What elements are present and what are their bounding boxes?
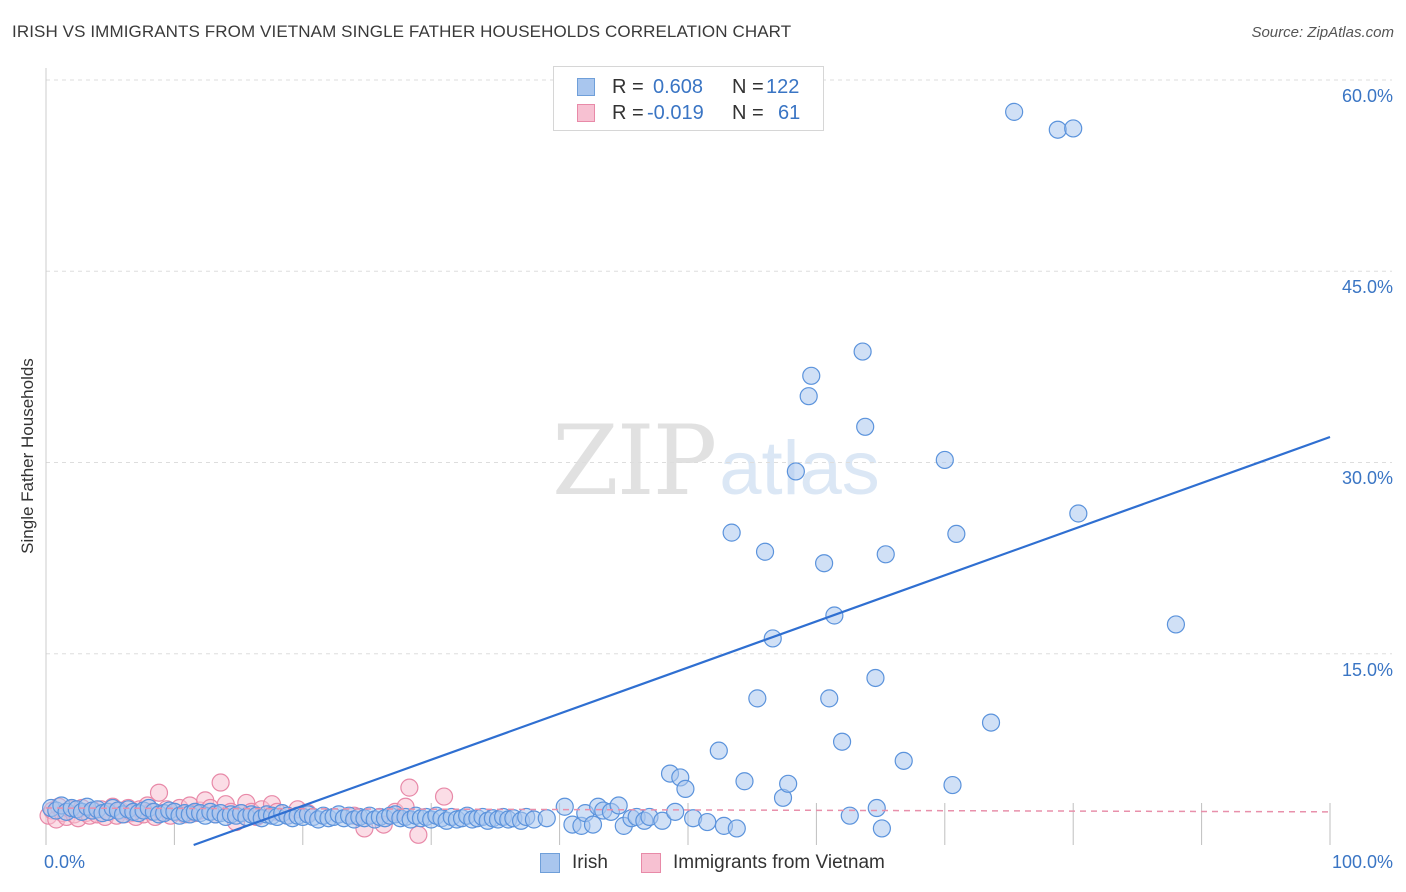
point-irish	[981, 713, 1001, 732]
point-irish	[727, 819, 746, 838]
point-irish	[947, 524, 966, 544]
point-irish	[583, 815, 603, 834]
point-irish	[1166, 615, 1186, 634]
y-tick-label: 45.0%	[1341, 277, 1393, 297]
stats-r-value: 0.608	[653, 76, 704, 98]
point-irish	[537, 809, 556, 828]
stats-r-label: R =	[612, 76, 644, 98]
point-irish	[709, 741, 728, 760]
point-irish	[1048, 120, 1067, 139]
point-vietnam	[434, 787, 454, 806]
stats-row-irish: R = 0.608 N = 122	[554, 74, 823, 102]
point-irish	[815, 554, 834, 573]
watermark-zip: ZIP	[552, 405, 717, 517]
x-tick-label: 100.0%	[1331, 852, 1393, 872]
point-irish	[894, 751, 913, 770]
point-irish	[856, 417, 875, 436]
trendline-irish	[193, 435, 1331, 847]
trendline-vietnam	[45, 807, 1331, 813]
x-tick-label: 0.0%	[44, 852, 86, 872]
point-irish	[867, 798, 886, 818]
point-irish	[1005, 102, 1024, 121]
point-irish	[1064, 119, 1083, 138]
source-credit: Source: ZipAtlas.com	[1251, 24, 1394, 41]
y-tick-label: 30.0%	[1341, 468, 1393, 488]
y-tick-label: 15.0%	[1341, 660, 1393, 680]
stats-n-label: N =	[732, 102, 764, 124]
stats-box: R = 0.608 N = 122 R = -0.019 N = 61	[553, 66, 824, 131]
point-irish	[866, 668, 885, 688]
stats-n-value: 61	[778, 102, 801, 124]
point-irish	[555, 797, 574, 816]
point-vietnam	[149, 783, 169, 802]
point-irish	[722, 523, 741, 542]
stats-r-value: -0.019	[647, 102, 704, 124]
point-irish	[820, 689, 839, 708]
point-irish	[779, 774, 798, 793]
point-vietnam	[400, 778, 419, 797]
point-irish	[609, 796, 628, 815]
stats-swatch-irish	[577, 78, 595, 96]
watermark: ZIPatlas	[552, 405, 880, 517]
stats-swatch-vietnam	[577, 104, 595, 122]
point-irish	[876, 545, 895, 564]
y-tick-label: 60.0%	[1341, 86, 1393, 106]
point-irish	[755, 542, 775, 561]
point-irish	[840, 806, 859, 825]
legend-swatch-irish	[540, 853, 560, 873]
stats-row-vietnam: R = -0.019 N = 61	[554, 100, 823, 128]
stats-n-label: N =	[732, 76, 764, 98]
legend-swatch-vietnam	[641, 853, 661, 873]
point-irish	[735, 772, 754, 791]
stats-r-label: R =	[612, 102, 644, 124]
point-irish	[698, 812, 717, 832]
point-vietnam	[211, 773, 230, 792]
point-irish	[935, 450, 954, 470]
point-irish	[853, 342, 872, 361]
point-irish	[872, 819, 891, 838]
stats-n-value: 122	[766, 76, 800, 98]
point-irish	[943, 775, 962, 795]
point-irish	[748, 689, 767, 708]
point-irish	[763, 629, 782, 648]
point-vietnam	[409, 825, 428, 844]
point-irish	[802, 366, 821, 385]
chart-title: IRISH VS IMMIGRANTS FROM VIETNAM SINGLE …	[12, 22, 792, 41]
point-irish	[666, 802, 685, 821]
point-irish	[799, 387, 818, 406]
point-irish	[1069, 504, 1088, 523]
point-irish	[676, 779, 695, 799]
legend-label: Irish	[572, 852, 608, 873]
point-irish	[786, 462, 805, 481]
legend-label: Immigrants from Vietnam	[673, 852, 885, 873]
point-irish	[653, 811, 672, 830]
point-irish	[832, 732, 852, 751]
